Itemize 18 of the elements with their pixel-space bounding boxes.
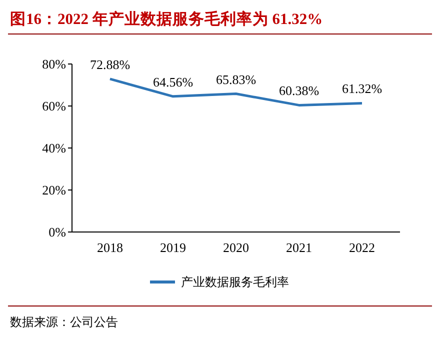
x-tick-label: 2020 (223, 240, 249, 255)
legend-label: 产业数据服务毛利率 (181, 275, 289, 290)
y-tick-label: 40% (42, 140, 66, 156)
text: 61.32% (342, 81, 382, 96)
x-tick-label: 2021 (286, 240, 312, 255)
chart-title: 图16：2022 年产业数据服务毛利率为 61.32% (10, 10, 323, 28)
text: 60.38% (278, 83, 320, 98)
text: 64.56% (152, 74, 194, 90)
x-tick-label: 2019 (160, 240, 186, 255)
y-tick-label: 80% (42, 56, 66, 72)
x-tick-label: 2022 (349, 240, 375, 255)
y-tick-label: 20% (42, 182, 66, 198)
y-tick-label: 0% (48, 224, 66, 240)
source-note: 数据来源：公司公告 (10, 315, 118, 329)
y-tick-label: 60% (42, 98, 66, 114)
text: 65.83% (216, 72, 256, 87)
x-tick-label: 2018 (97, 240, 123, 255)
text: 72.88% (90, 56, 130, 72)
